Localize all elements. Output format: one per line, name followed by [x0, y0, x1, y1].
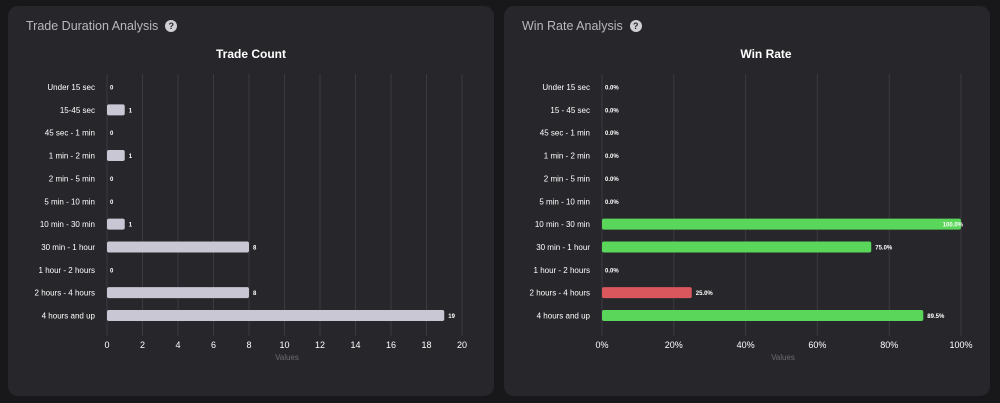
x-axis-title: Values — [771, 353, 795, 362]
category-label: 2 min - 5 min — [49, 174, 95, 183]
bar — [602, 310, 924, 321]
value-label: 0 — [110, 200, 114, 206]
category-label: 2 min - 5 min — [544, 174, 590, 183]
x-tick-label: 0 — [104, 340, 109, 350]
bar — [107, 150, 125, 162]
bar — [107, 310, 445, 321]
category-label: 15-45 sec — [60, 106, 95, 115]
x-axis-title: Values — [275, 353, 299, 362]
bar — [107, 104, 125, 116]
chart-title: Trade Count — [216, 47, 286, 61]
value-label: 8 — [253, 245, 257, 251]
bar — [107, 287, 249, 299]
value-label: 0.0% — [605, 154, 619, 160]
value-label: 0.0% — [605, 268, 619, 274]
category-label: 45 sec - 1 min — [540, 129, 590, 138]
question-circle-icon[interactable]: ? — [165, 20, 178, 32]
category-label: 2 hours - 4 hours — [530, 289, 590, 298]
x-tick-label: 14 — [350, 340, 360, 350]
trade-duration-panel: Trade Duration Analysis ? Trade Count 0 2 4… — [8, 6, 494, 396]
value-label: 25.0% — [696, 291, 714, 297]
value-label: 75.0% — [875, 245, 893, 251]
category-label: 1 hour - 2 hours — [39, 266, 95, 275]
value-label: 1 — [129, 154, 133, 160]
value-label: 8 — [253, 291, 257, 297]
value-label: 0.0% — [605, 131, 619, 137]
x-tick-label: 8 — [246, 340, 251, 350]
category-label: Under 15 sec — [47, 83, 95, 92]
question-circle-icon[interactable]: ? — [629, 20, 642, 32]
value-label: 89.5% — [927, 314, 945, 320]
panel-title: Win Rate Analysis — [522, 19, 623, 33]
value-label: 0.0% — [605, 108, 619, 114]
category-label: 2 hours - 4 hours — [35, 289, 95, 298]
bar — [107, 218, 125, 230]
value-label: 0 — [110, 268, 114, 274]
panel-title: Trade Duration Analysis — [26, 19, 159, 33]
x-tick-label: 20 — [457, 340, 467, 350]
bar — [602, 287, 692, 299]
x-tick-label: 40% — [737, 340, 755, 350]
value-label: 1 — [129, 223, 133, 229]
x-tick-label: 6 — [211, 340, 216, 350]
category-label: 1 min - 2 min — [544, 152, 590, 161]
category-label: 1 hour - 2 hours — [534, 266, 590, 275]
x-tick-label: 16 — [386, 340, 396, 350]
value-label: 0 — [110, 177, 114, 183]
category-label: 4 hours and up — [537, 312, 591, 321]
category-label: 4 hours and up — [42, 312, 96, 321]
x-tick-label: 12 — [315, 340, 325, 350]
value-label: 19 — [448, 314, 455, 320]
x-tick-label: 10 — [279, 340, 289, 350]
category-label: 15 - 45 sec — [550, 106, 590, 115]
value-label: 0.0% — [605, 200, 619, 206]
x-tick-label: 18 — [421, 340, 431, 350]
chart-title: Win Rate — [740, 47, 792, 61]
bar — [602, 218, 961, 230]
x-tick-label: 0% — [595, 340, 608, 350]
category-label: 5 min - 10 min — [539, 197, 590, 206]
bar — [602, 241, 872, 253]
value-label: 0.0% — [605, 177, 619, 183]
category-label: 1 min - 2 min — [49, 152, 95, 161]
x-tick-label: 60% — [808, 340, 826, 350]
x-tick-label: 100% — [949, 340, 972, 350]
category-label: 10 min - 30 min — [40, 220, 95, 229]
win-rate-panel: Win Rate Analysis ? Win Rate 0% 20% 40% 60% 8… — [504, 6, 990, 396]
category-label: 30 min - 1 hour — [536, 243, 590, 252]
value-label: 0 — [110, 131, 114, 137]
value-label: 0 — [110, 86, 114, 92]
bar — [107, 241, 249, 253]
x-tick-label: 20% — [665, 340, 683, 350]
x-tick-label: 80% — [880, 340, 898, 350]
category-label: Under 15 sec — [542, 83, 590, 92]
category-label: 45 sec - 1 min — [45, 129, 95, 138]
category-label: 10 min - 30 min — [535, 220, 590, 229]
x-tick-label: 4 — [175, 340, 180, 350]
x-tick-label: 2 — [140, 340, 145, 350]
value-label: 100.0% — [943, 223, 964, 229]
value-label: 0.0% — [605, 86, 619, 92]
value-label: 1 — [129, 108, 133, 114]
category-label: 5 min - 10 min — [44, 197, 95, 206]
panel-header: Win Rate Analysis ? — [522, 19, 642, 33]
category-label: 30 min - 1 hour — [41, 243, 95, 252]
panel-header: Trade Duration Analysis ? — [26, 19, 178, 33]
win-rate-chart: Win Rate 0% 20% 40% 60% 80% 100% Values Under 15… — [530, 47, 973, 362]
